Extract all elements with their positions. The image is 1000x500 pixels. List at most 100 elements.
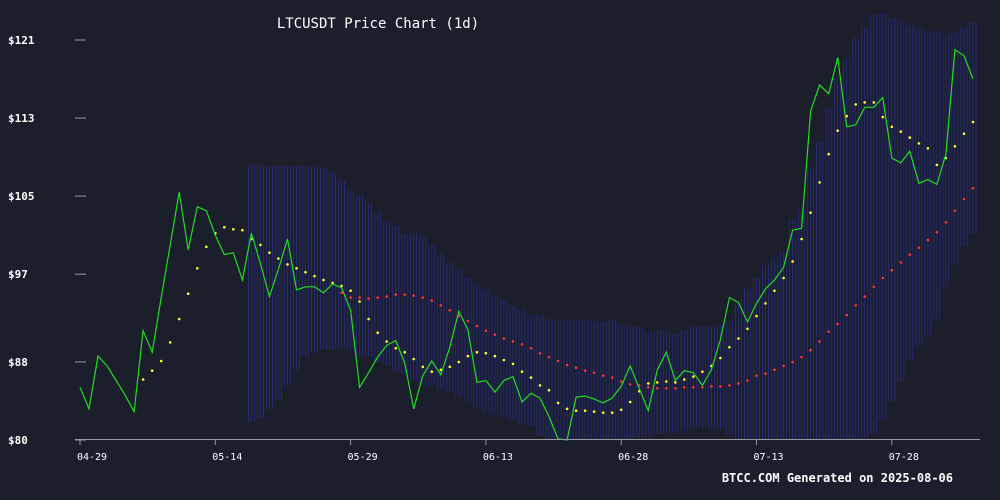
sar-point — [430, 370, 434, 374]
sar-point — [601, 411, 605, 415]
sar-point — [277, 257, 280, 260]
y-tick-label: $113 — [8, 112, 35, 125]
ma-point — [755, 374, 758, 377]
sar-point — [782, 276, 785, 280]
sar-point — [529, 376, 533, 379]
ma-point — [619, 380, 623, 383]
sar-point — [926, 147, 930, 150]
sar-point — [457, 360, 461, 364]
sar-point — [791, 260, 794, 263]
sar-point — [935, 163, 939, 167]
sar-series — [141, 101, 975, 415]
sar-point — [827, 152, 830, 156]
ma-point — [701, 386, 704, 389]
sar-point — [223, 226, 226, 229]
ma-point — [412, 294, 416, 297]
sar-point — [493, 354, 497, 358]
ma-point — [511, 340, 515, 343]
sar-point — [818, 181, 821, 184]
ma-point — [647, 386, 650, 389]
ma-point — [403, 293, 407, 296]
ma-point — [466, 319, 470, 323]
y-tick-labels: $121 $113 $105 $97 $88 $80 — [8, 34, 86, 447]
ma-point — [439, 304, 443, 307]
x-tick-labels: 04-29 05-14 05-29 06-13 06-28 07-13 07-28 — [77, 440, 919, 463]
band-layer — [247, 13, 977, 440]
ma-point — [385, 295, 389, 298]
sar-point — [268, 251, 271, 254]
sar-point — [241, 228, 244, 232]
y-tick-label: $88 — [8, 356, 28, 369]
sar-point — [448, 365, 452, 369]
ma-point — [710, 385, 713, 388]
sar-point — [313, 274, 316, 278]
sar-point — [628, 400, 632, 404]
sar-point — [746, 327, 749, 331]
x-tick-label: 05-29 — [348, 452, 378, 463]
ma-point — [493, 333, 497, 336]
ma-point — [953, 209, 957, 212]
sar-point — [538, 384, 542, 387]
sar-point — [196, 267, 199, 270]
sar-point — [502, 358, 506, 362]
moving-average-series — [340, 187, 975, 390]
sar-point — [376, 331, 380, 335]
x-tick-label: 05-14 — [212, 452, 242, 463]
ma-point — [349, 296, 352, 299]
ma-point — [574, 366, 578, 370]
ma-point — [674, 387, 677, 390]
ma-point — [926, 238, 930, 242]
x-tick-label: 04-29 — [77, 452, 107, 463]
ma-point — [656, 387, 659, 390]
sar-point — [656, 381, 659, 384]
sar-point — [899, 130, 903, 133]
sar-point — [962, 132, 966, 135]
sar-point — [836, 129, 839, 132]
ma-point — [394, 293, 398, 296]
ma-point — [944, 221, 948, 224]
sar-point — [556, 401, 560, 405]
sar-point — [412, 357, 416, 361]
sar-point — [953, 145, 957, 148]
ma-point — [367, 297, 370, 300]
ma-point — [818, 340, 821, 343]
x-tick-label: 06-28 — [618, 452, 648, 463]
sar-point — [917, 142, 921, 145]
sar-point — [421, 365, 425, 369]
sar-point — [475, 350, 479, 354]
sar-point — [286, 263, 289, 266]
sar-point — [619, 408, 623, 412]
y-tick-label: $105 — [8, 190, 35, 203]
ma-point — [719, 385, 722, 388]
ma-point — [475, 324, 479, 328]
sar-point — [773, 289, 776, 293]
ma-point — [421, 296, 425, 299]
ma-point — [908, 253, 912, 256]
x-tick-label: 06-13 — [483, 452, 513, 463]
ma-point — [448, 308, 452, 312]
sar-point — [665, 380, 668, 383]
sar-point — [177, 317, 181, 321]
ma-point — [484, 329, 488, 333]
sar-point — [159, 359, 163, 363]
sar-point — [205, 245, 208, 249]
ma-point — [773, 368, 776, 372]
ma-point — [376, 296, 380, 299]
sar-point — [511, 362, 515, 366]
ma-point — [340, 291, 343, 295]
y-tick-label: $121 — [8, 34, 35, 47]
ma-point — [917, 246, 921, 250]
ma-point — [791, 360, 794, 364]
ma-point — [547, 355, 551, 359]
sar-point — [647, 382, 650, 385]
sar-point — [259, 243, 262, 247]
ma-point — [863, 295, 866, 298]
sar-point — [358, 300, 361, 303]
sar-point — [701, 370, 704, 374]
sar-point — [719, 356, 722, 360]
sar-point — [367, 317, 370, 321]
ma-point — [872, 285, 876, 289]
ma-point — [502, 337, 506, 340]
ma-point — [592, 371, 596, 375]
